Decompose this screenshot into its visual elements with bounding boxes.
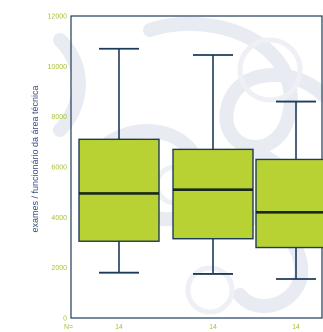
n-prefix-label: N= [64, 324, 73, 331]
box-3 [255, 100, 323, 280]
box-2 [172, 54, 254, 275]
y-tick-label: 6000 [51, 165, 67, 172]
n-labels: 14 14 14 N= [64, 324, 300, 331]
iqr-box [255, 158, 323, 249]
boxes [78, 47, 323, 280]
box-1 [78, 47, 160, 274]
y-tick-label: 0 [63, 316, 67, 323]
y-tick-label: 12000 [48, 14, 68, 21]
iqr-box [172, 148, 254, 240]
n-count-label: 14 [115, 324, 123, 331]
y-axis-title: exames / funcionário da área técnica [30, 85, 40, 232]
y-tick-label: 4000 [51, 215, 67, 222]
y-tick-label: 10000 [48, 64, 68, 71]
y-tick-label: 2000 [51, 265, 67, 272]
y-tick-label: 8000 [51, 114, 67, 121]
y-axis-ticks: 0 2000 4000 6000 8000 10000 12000 [48, 14, 68, 323]
n-count-label: 14 [292, 324, 300, 331]
iqr-box [78, 138, 160, 242]
n-count-label: 14 [209, 324, 217, 331]
